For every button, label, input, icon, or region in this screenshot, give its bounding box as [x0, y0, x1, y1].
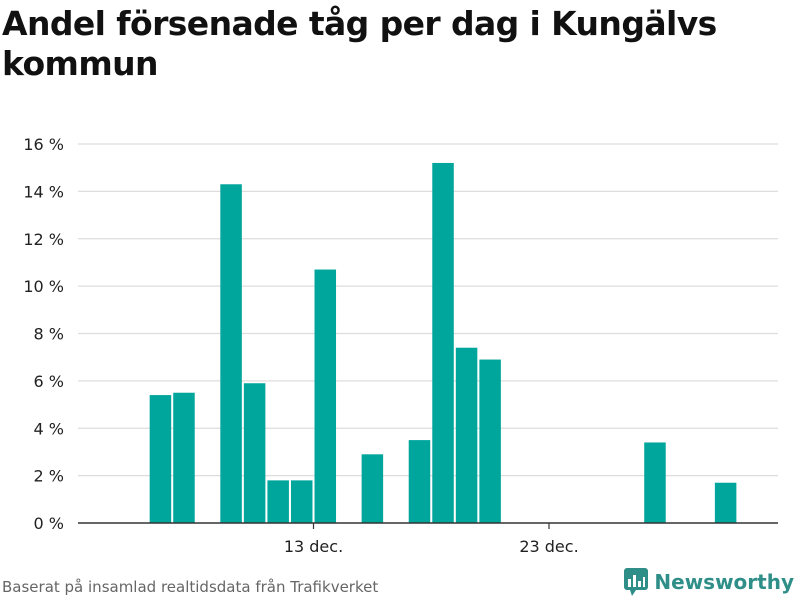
bar	[243, 383, 266, 523]
grid-lines	[78, 143, 778, 477]
bar	[644, 442, 666, 523]
x-axis-ticks: 13 dec. 23 dec.	[284, 523, 579, 556]
bar	[290, 480, 313, 523]
bar	[149, 395, 172, 523]
y-tick-label: 6 %	[34, 372, 64, 391]
bar	[173, 392, 195, 523]
bar	[455, 347, 478, 523]
bar	[479, 359, 501, 523]
bar	[314, 269, 337, 523]
newsworthy-logo-text: Newsworthy	[654, 570, 794, 594]
newsworthy-logo: Newsworthy	[624, 568, 794, 596]
bar	[267, 480, 289, 523]
y-axis-ticks: 0 % 2 % 4 % 6 % 8 % 10 % 12 % 14 % 16 %	[23, 135, 64, 533]
bar	[408, 440, 431, 523]
bar	[714, 482, 737, 523]
y-tick-label: 4 %	[34, 419, 64, 438]
y-tick-label: 14 %	[23, 182, 64, 201]
y-tick-label: 2 %	[34, 467, 64, 486]
page-title: Andel försenade tåg per dag i Kungälvs k…	[2, 4, 717, 83]
bar	[432, 162, 454, 523]
bars	[149, 162, 737, 524]
bar	[361, 454, 384, 523]
y-tick-label: 12 %	[23, 230, 64, 249]
newsworthy-logo-icon	[624, 568, 649, 596]
bar	[220, 184, 242, 524]
x-tick-label: 23 dec.	[519, 537, 578, 556]
y-tick-label: 0 %	[34, 514, 64, 533]
y-tick-label: 10 %	[23, 277, 64, 296]
y-tick-label: 16 %	[23, 135, 64, 154]
x-tick-label: 13 dec.	[284, 537, 343, 556]
y-tick-label: 8 %	[34, 325, 64, 344]
source-note: Baserat på insamlad realtidsdata från Tr…	[2, 578, 379, 596]
